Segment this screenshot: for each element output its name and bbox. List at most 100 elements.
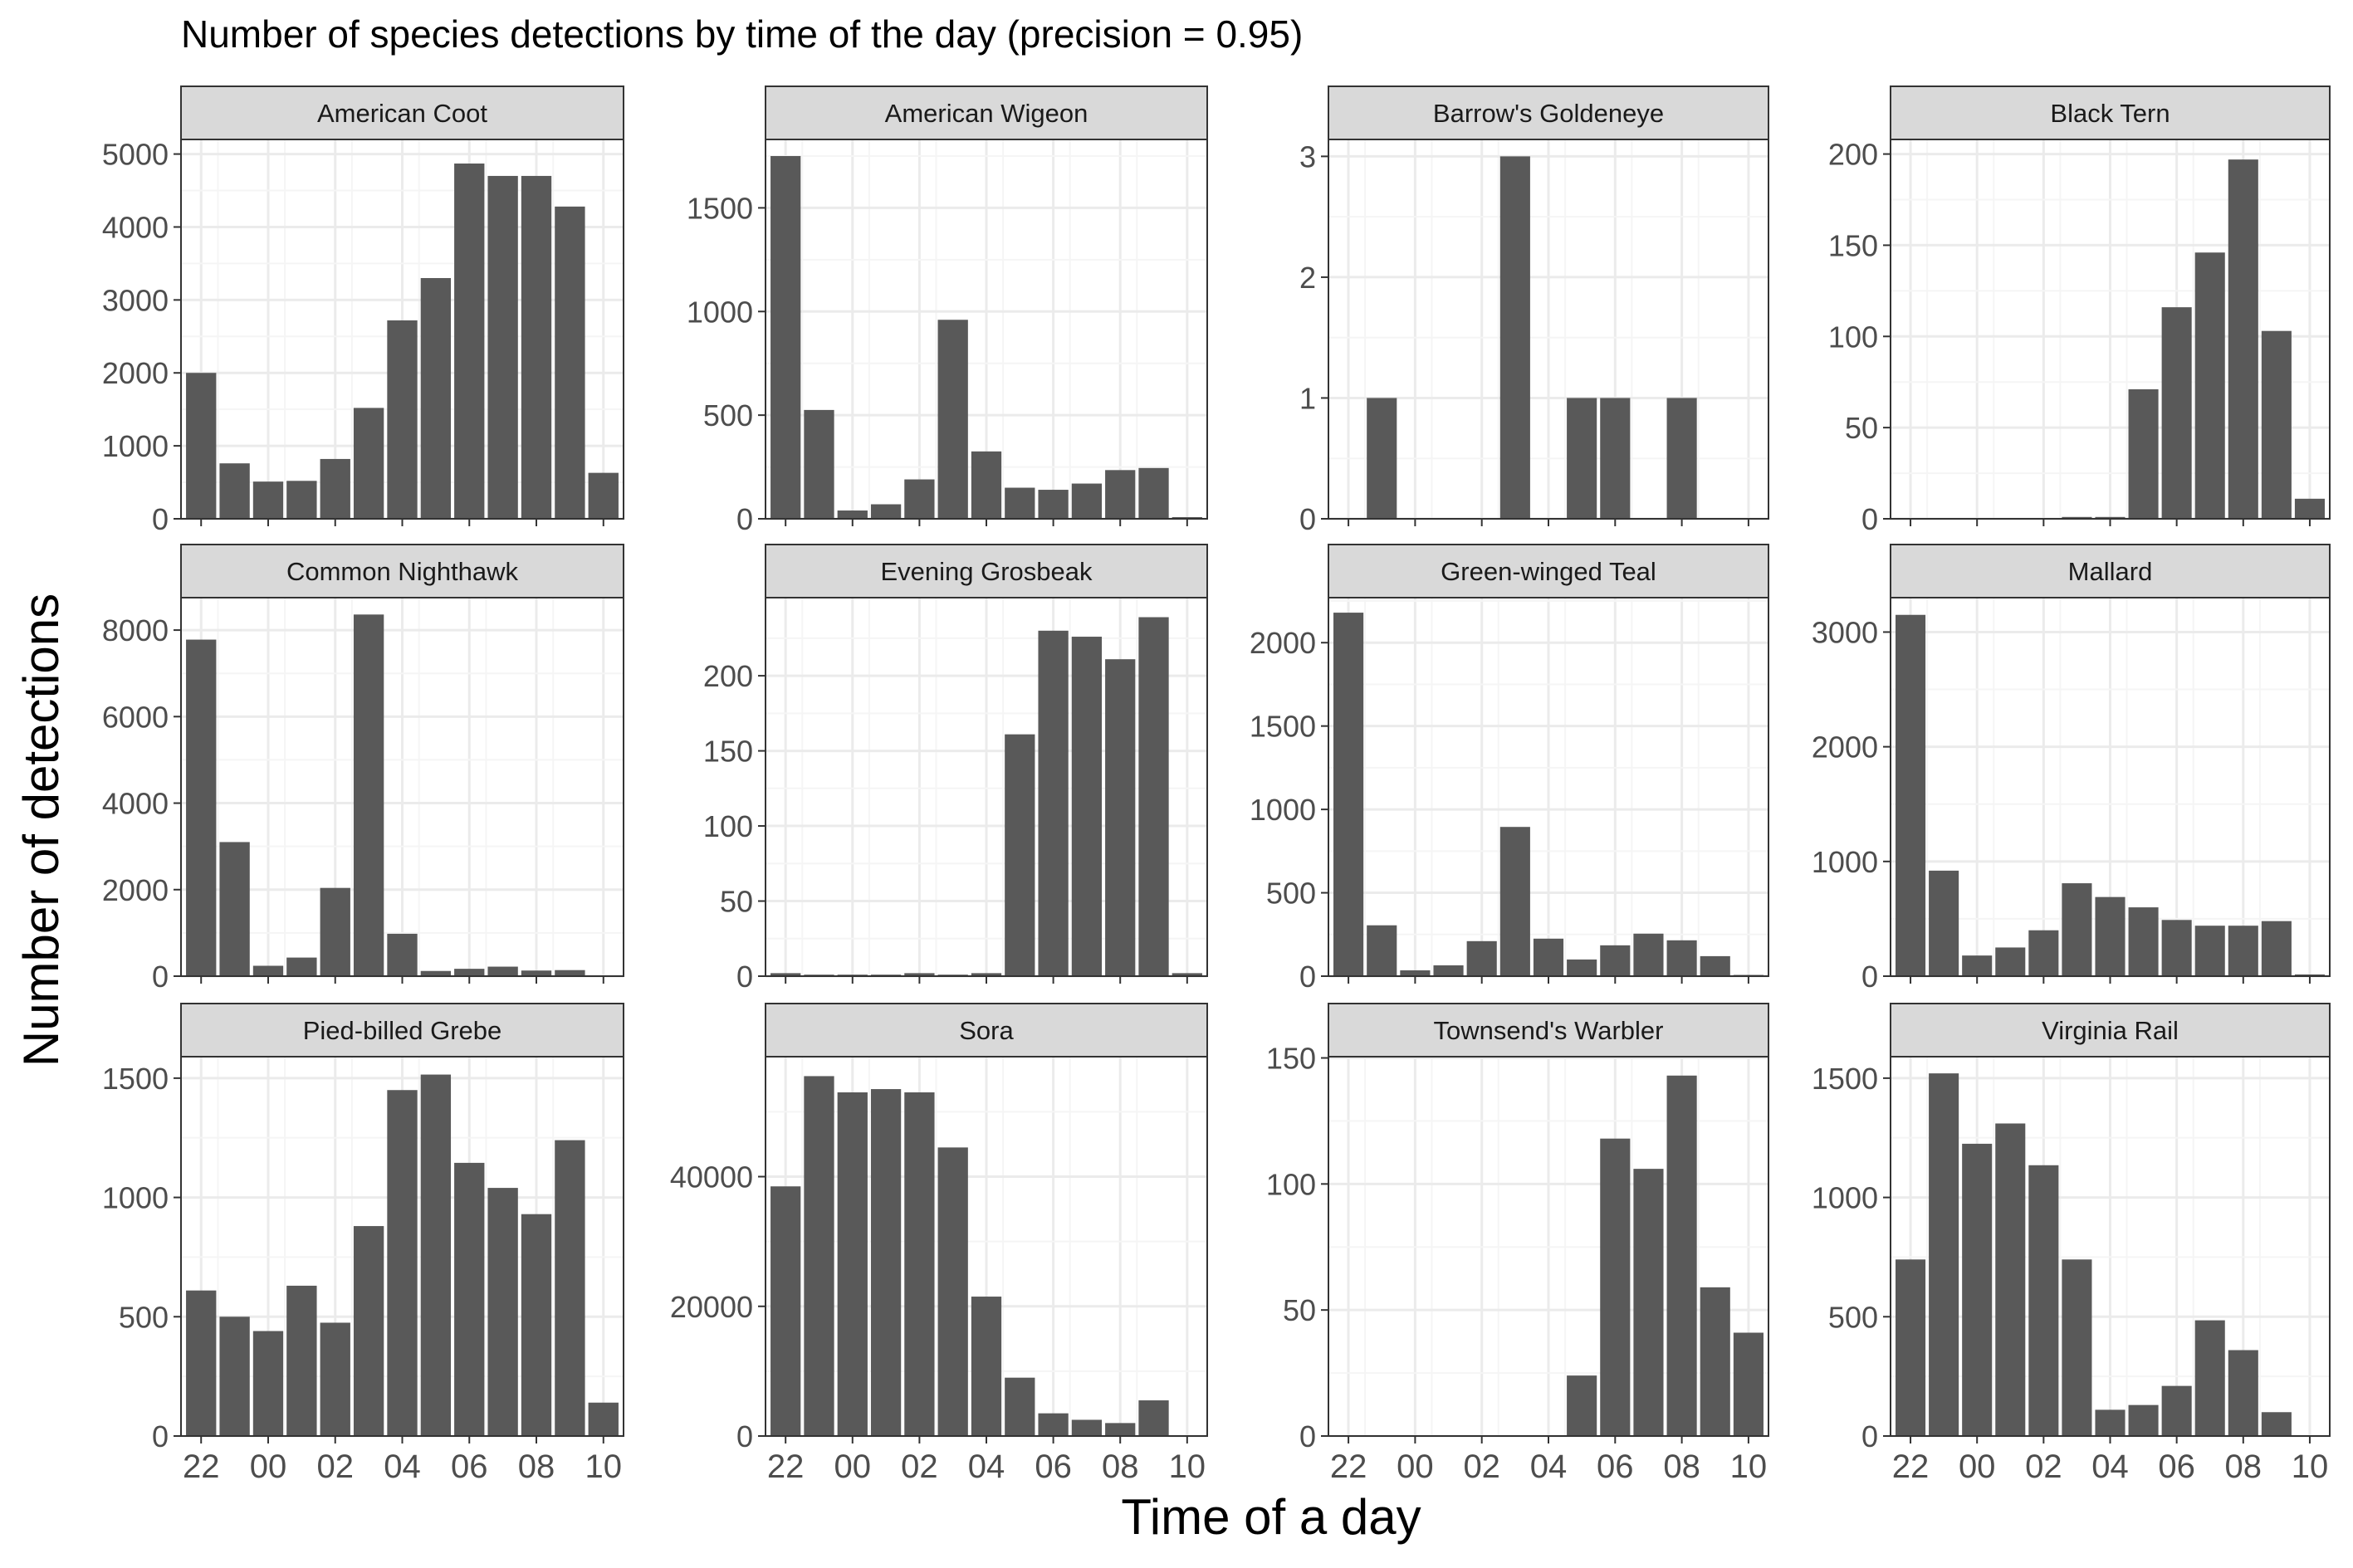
y-tick-label: 0 bbox=[152, 1419, 169, 1453]
bar bbox=[1700, 955, 1730, 976]
bar bbox=[454, 1162, 485, 1436]
bar bbox=[1600, 398, 1631, 519]
y-tick-label: 4000 bbox=[102, 787, 169, 821]
bar bbox=[1962, 1143, 1993, 1436]
y-tick-label: 5000 bbox=[102, 138, 169, 172]
x-tick-label: 08 bbox=[2225, 1448, 2262, 1485]
bar bbox=[770, 973, 801, 976]
bar bbox=[1733, 1332, 1764, 1436]
bar bbox=[420, 1074, 452, 1436]
y-axis-label: Number of detections bbox=[13, 593, 69, 1067]
bar bbox=[353, 614, 384, 976]
bar bbox=[904, 1092, 935, 1436]
bar bbox=[937, 320, 968, 519]
bar bbox=[1038, 490, 1069, 519]
bar bbox=[387, 1090, 418, 1436]
bar bbox=[1499, 827, 1530, 976]
bar bbox=[555, 1140, 585, 1436]
bar bbox=[2261, 330, 2292, 519]
bar bbox=[555, 970, 585, 976]
bar bbox=[1533, 938, 1564, 976]
facet-title: Evening Grosbeak bbox=[880, 557, 1093, 586]
bar bbox=[286, 481, 317, 519]
y-tick-label: 0 bbox=[152, 502, 169, 536]
y-tick-label: 3000 bbox=[1812, 615, 1878, 649]
facet-strip bbox=[1328, 544, 1769, 598]
bar bbox=[2062, 516, 2092, 519]
y-tick-label: 40000 bbox=[670, 1160, 753, 1194]
bar bbox=[971, 451, 1002, 519]
x-tick-label: 06 bbox=[451, 1448, 488, 1485]
x-tick-label: 10 bbox=[1730, 1448, 1768, 1485]
x-tick-label: 08 bbox=[1663, 1448, 1700, 1485]
bar bbox=[804, 409, 834, 519]
bar bbox=[1995, 947, 2026, 976]
bar bbox=[1567, 398, 1597, 519]
facet-panel: American Wigeon 0 500 1000 1500 bbox=[687, 85, 1208, 536]
facet-title: Green-winged Teal bbox=[1441, 557, 1656, 586]
y-tick-label: 100 bbox=[1828, 320, 1878, 354]
bar bbox=[555, 206, 585, 519]
bar bbox=[521, 970, 552, 976]
facet-title: Barrow's Goldeneye bbox=[1433, 99, 1664, 128]
y-tick-label: 2000 bbox=[1812, 730, 1878, 764]
facet-title: Sora bbox=[959, 1016, 1014, 1045]
y-tick-label: 0 bbox=[1861, 960, 1878, 994]
bar bbox=[1400, 970, 1431, 976]
y-tick-label: 0 bbox=[1299, 960, 1316, 994]
y-tick-label: 100 bbox=[703, 809, 753, 843]
bar bbox=[454, 164, 485, 519]
bar bbox=[1567, 1375, 1597, 1436]
facet-panel: Townsend's Warbler 0 50 100 150 22 00 02 04 06 08 1… bbox=[1266, 1003, 1769, 1485]
facet-panel: Virginia Rail 0 500 1000 1500 22 00 02 04 06 08 10 bbox=[1812, 1003, 2331, 1485]
y-tick-label: 500 bbox=[1266, 877, 1316, 911]
bar bbox=[1929, 1073, 1959, 1436]
bar bbox=[2161, 1385, 2192, 1436]
bar bbox=[1600, 1138, 1631, 1436]
bar bbox=[219, 842, 250, 976]
bar bbox=[1038, 1413, 1069, 1436]
facet-panel: American Coot 0 1000 2000 3000 4000 5000 bbox=[102, 85, 624, 536]
bar bbox=[1896, 614, 1926, 976]
bar bbox=[1633, 1169, 1664, 1436]
bar bbox=[521, 175, 552, 519]
bar bbox=[487, 1188, 518, 1436]
bar bbox=[320, 1322, 350, 1436]
bar bbox=[320, 458, 350, 519]
y-tick-label: 8000 bbox=[102, 613, 169, 647]
bar bbox=[588, 1402, 619, 1436]
facet-panel: Mallard 0 1000 2000 3000 bbox=[1812, 544, 2331, 994]
bar bbox=[2294, 974, 2325, 976]
facet-panel: Common Nighthawk 0 2000 4000 6000 8000 bbox=[102, 544, 624, 994]
x-tick-label: 22 bbox=[767, 1448, 805, 1485]
bar bbox=[1138, 467, 1169, 519]
bar bbox=[1600, 945, 1631, 976]
facet-panels: American Coot010002000300040005000Americ… bbox=[102, 85, 2331, 1485]
bar bbox=[186, 1290, 217, 1436]
bar bbox=[1038, 630, 1069, 976]
bar bbox=[2228, 1350, 2258, 1436]
facet-title: Black Tern bbox=[2050, 99, 2170, 128]
y-tick-label: 500 bbox=[703, 398, 753, 432]
bar bbox=[2095, 896, 2126, 976]
y-tick-label: 0 bbox=[1861, 1419, 1878, 1453]
y-tick-label: 150 bbox=[1266, 1042, 1316, 1076]
y-tick-label: 0 bbox=[736, 960, 753, 994]
x-tick-label: 04 bbox=[384, 1448, 421, 1485]
x-tick-label: 06 bbox=[1597, 1448, 1634, 1485]
y-tick-label: 3 bbox=[1299, 139, 1316, 173]
facet-strip bbox=[180, 544, 624, 598]
bar bbox=[870, 504, 902, 519]
y-tick-label: 0 bbox=[1299, 1419, 1316, 1453]
bar bbox=[320, 887, 350, 976]
facet-panel: Green-winged Teal 0 500 1000 1500 2000 bbox=[1250, 544, 1769, 994]
bar bbox=[420, 970, 452, 976]
bar bbox=[1005, 487, 1035, 519]
y-tick-label: 50 bbox=[1845, 411, 1878, 445]
bar bbox=[770, 155, 801, 519]
y-tick-label: 2 bbox=[1299, 261, 1316, 295]
bar bbox=[2128, 389, 2159, 519]
bar bbox=[1633, 933, 1664, 976]
facet-strip bbox=[180, 1003, 624, 1058]
bar bbox=[1105, 659, 1136, 976]
